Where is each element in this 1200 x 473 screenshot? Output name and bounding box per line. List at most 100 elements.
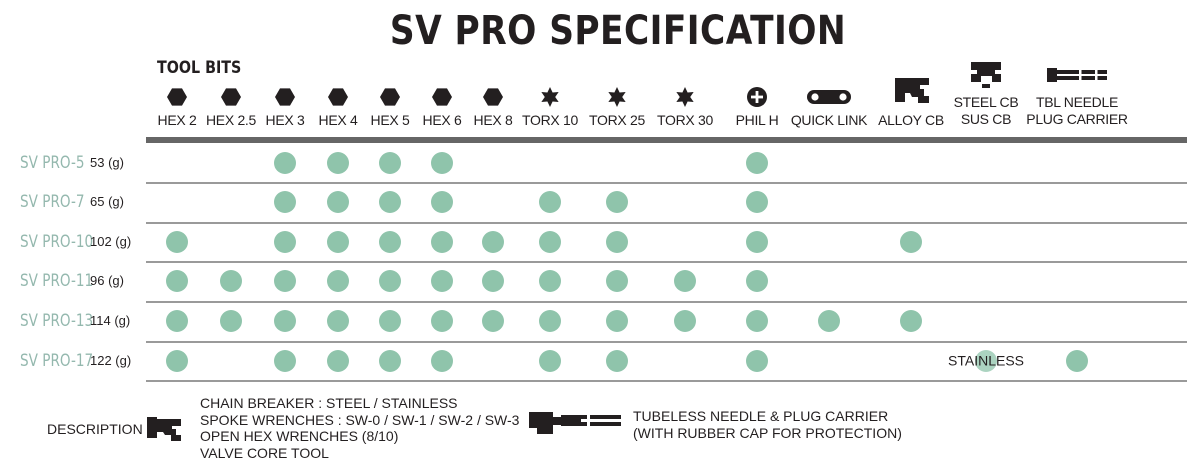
model-name: SV PRO-13 xyxy=(20,311,94,331)
included-dot xyxy=(606,270,628,292)
included-dot xyxy=(431,231,453,253)
included-dot xyxy=(746,270,768,292)
hexagon-icon xyxy=(432,88,452,106)
included-dot xyxy=(746,152,768,174)
included-dot xyxy=(482,231,504,253)
hexagon-icon xyxy=(483,88,503,106)
row-divider xyxy=(146,341,1187,343)
included-dot xyxy=(379,152,401,174)
steel-chain-breaker-icon xyxy=(971,62,1001,88)
included-dot xyxy=(379,191,401,213)
included-dot xyxy=(746,231,768,253)
row-divider xyxy=(146,301,1187,303)
included-dot xyxy=(379,310,401,332)
included-dot xyxy=(746,191,768,213)
included-dot xyxy=(274,350,296,372)
model-weight: 102 (g) xyxy=(90,234,132,249)
included-dot xyxy=(379,231,401,253)
needle-plug-icon xyxy=(529,412,621,434)
column-label: HEX 4 xyxy=(318,112,358,128)
column-label: HEX 8 xyxy=(473,112,513,128)
torx-star-icon xyxy=(541,87,559,107)
included-dot xyxy=(900,231,922,253)
column-label: TORX 30 xyxy=(657,112,713,128)
description-line: (WITH RUBBER CAP FOR PROTECTION) xyxy=(633,425,902,441)
header-divider xyxy=(146,137,1187,143)
included-dot xyxy=(431,350,453,372)
included-dot xyxy=(431,270,453,292)
chain-breaker-icon xyxy=(147,417,181,441)
included-dot xyxy=(818,310,840,332)
row-divider xyxy=(146,380,1187,382)
included-dot xyxy=(166,231,188,253)
included-dot xyxy=(539,191,561,213)
included-dot xyxy=(482,310,504,332)
model-weight: 96 (g) xyxy=(90,273,124,288)
chain-breaker-icon xyxy=(895,78,929,103)
hexagon-icon xyxy=(328,88,348,106)
included-dot xyxy=(274,152,296,174)
column-label: HEX 2 xyxy=(157,112,197,128)
included-dot xyxy=(539,270,561,292)
description-label: DESCRIPTION : xyxy=(47,421,151,437)
torx-star-icon xyxy=(608,87,626,107)
column-label: HEX 2.5 xyxy=(205,112,257,128)
description-line: CHAIN BREAKER : STEEL / STAINLESS xyxy=(200,395,458,411)
column-label: ALLOY CB xyxy=(878,112,944,128)
column-label: TORX 25 xyxy=(589,112,645,128)
torx-star-icon xyxy=(676,87,694,107)
hexagon-icon xyxy=(221,88,241,106)
column-label: HEX 3 xyxy=(265,112,305,128)
included-dot xyxy=(539,231,561,253)
included-dot xyxy=(379,350,401,372)
included-dot xyxy=(166,350,188,372)
phillips-icon xyxy=(747,87,767,107)
column-label: TORX 10 xyxy=(522,112,578,128)
included-dot xyxy=(900,310,922,332)
model-weight: 53 (g) xyxy=(90,155,124,170)
needle-plug-icon xyxy=(1047,68,1107,82)
included-dot xyxy=(327,231,349,253)
included-dot xyxy=(274,231,296,253)
model-name: SV PRO-5 xyxy=(20,153,85,173)
included-dot xyxy=(431,191,453,213)
description-line: TUBELESS NEEDLE & PLUG CARRIER xyxy=(633,408,889,424)
description-line: SPOKE WRENCHES : SW-0 / SW-1 / SW-2 / SW… xyxy=(200,411,520,428)
column-label: STEEL CB SUS CB xyxy=(953,94,1019,127)
description-line: VALVE CORE TOOL xyxy=(200,444,329,461)
quick-link-icon xyxy=(807,90,851,104)
included-dot xyxy=(327,350,349,372)
included-dot xyxy=(606,191,628,213)
column-label: QUICK LINK xyxy=(790,112,868,128)
model-name: SV PRO-7 xyxy=(20,192,85,212)
included-dot xyxy=(606,231,628,253)
included-dot xyxy=(166,310,188,332)
model-weight: 65 (g) xyxy=(90,194,124,209)
included-dot xyxy=(379,270,401,292)
included-dot xyxy=(482,270,504,292)
hexagon-icon xyxy=(167,88,187,106)
included-dot xyxy=(327,310,349,332)
row-divider xyxy=(146,222,1187,224)
description-line: OPEN HEX WRENCHES (8/10) xyxy=(200,428,399,444)
included-dot xyxy=(220,310,242,332)
included-dot xyxy=(327,270,349,292)
row-divider xyxy=(146,261,1187,263)
model-name: SV PRO-17 xyxy=(20,351,94,371)
needle-plug-description: TUBELESS NEEDLE & PLUG CARRIER (WITH RUB… xyxy=(633,408,902,442)
chain-breaker-description: CHAIN BREAKER : STEEL / STAINLESS SPOKE … xyxy=(200,395,519,461)
included-dot xyxy=(606,350,628,372)
included-dot xyxy=(274,310,296,332)
included-dot xyxy=(975,350,997,372)
included-dot xyxy=(539,310,561,332)
included-dot xyxy=(220,270,242,292)
included-dot xyxy=(274,270,296,292)
column-label: HEX 6 xyxy=(422,112,462,128)
included-dot xyxy=(746,310,768,332)
included-dot xyxy=(674,270,696,292)
row-divider xyxy=(146,182,1187,184)
included-dot xyxy=(431,310,453,332)
hexagon-icon xyxy=(380,88,400,106)
included-dot xyxy=(274,191,296,213)
included-dot xyxy=(431,152,453,174)
